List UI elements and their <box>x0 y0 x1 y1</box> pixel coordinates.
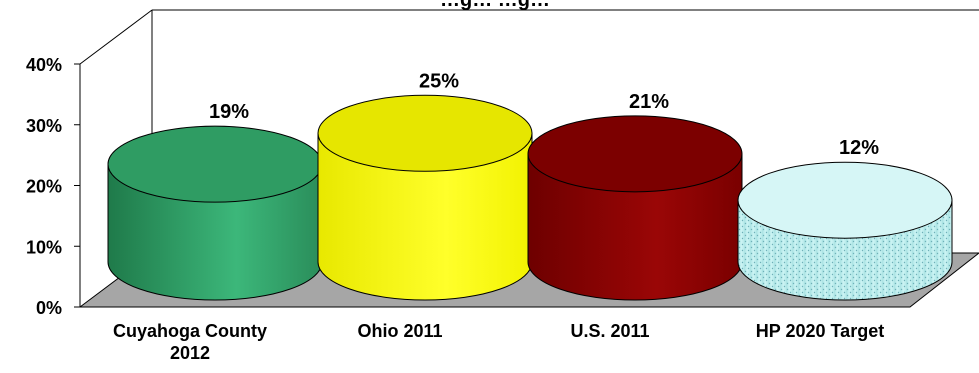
bar-top <box>107 125 323 203</box>
y-tick-label: 20% <box>26 177 62 197</box>
y-tick-label: 30% <box>26 116 62 136</box>
y-axis: 0% 10% 20% 30% 40% <box>26 55 80 318</box>
data-label: 19% <box>209 101 249 123</box>
y-tick-label: 0% <box>36 298 62 318</box>
data-label: 21% <box>629 91 669 113</box>
x-axis-labels: Cuyahoga County 2012 Ohio 2011 U.S. 2011 HP … <box>113 321 884 363</box>
bar-top <box>317 94 533 172</box>
data-label: 25% <box>419 70 459 92</box>
bars: 19% 25% 21% 12% <box>107 70 953 301</box>
x-tick-label: Cuyahoga County 2012 <box>113 321 267 363</box>
bar: 25% <box>317 70 533 301</box>
y-tick-label: 10% <box>26 237 62 257</box>
bar: 12% <box>737 137 953 301</box>
x-tick-label: Ohio 2011 <box>357 321 442 341</box>
bar-top <box>737 161 953 239</box>
bar-top <box>527 115 743 193</box>
x-tick-label: U.S. 2011 <box>570 321 649 341</box>
bar-body <box>527 153 743 301</box>
bar: 19% <box>107 101 323 301</box>
bar-body <box>107 163 323 301</box>
y-tick-label: 40% <box>26 55 62 75</box>
data-label: 12% <box>839 137 879 159</box>
bar: 21% <box>527 91 743 301</box>
chart-title: …g… …g… <box>440 0 550 11</box>
x-tick-label: HP 2020 Target <box>756 321 884 341</box>
bar-body <box>317 132 533 301</box>
